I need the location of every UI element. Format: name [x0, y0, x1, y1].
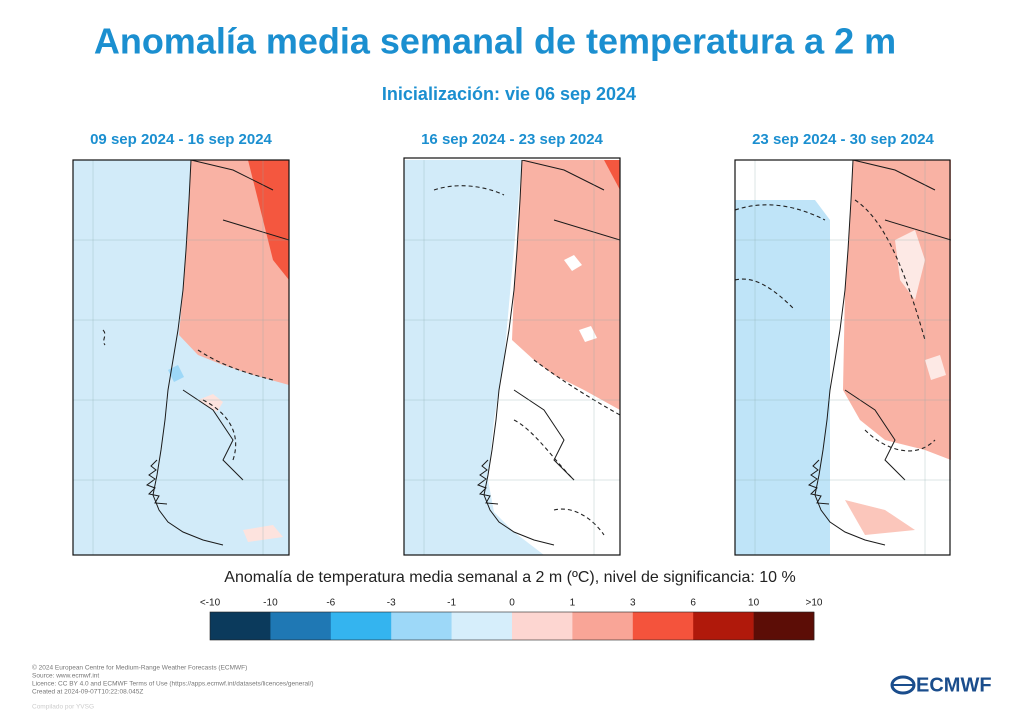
colorbar-segment	[512, 612, 573, 640]
colorbar-segment	[632, 612, 694, 640]
footer-line: Created at 2024-09-07T10:22:08.045Z	[32, 689, 143, 696]
colorbar-label: 10	[748, 598, 760, 609]
panel-frame	[734, 159, 951, 556]
panel-title: 09 sep 2024 - 16 sep 2024	[90, 131, 272, 148]
colorbar-segment	[391, 612, 452, 640]
colorbar-segment	[753, 612, 815, 640]
footer-line: © 2024 European Centre for Medium-Range …	[32, 664, 247, 672]
colorbar-label: -6	[326, 598, 335, 609]
colorbar-segment	[693, 612, 754, 640]
colorbar-segment	[270, 612, 332, 640]
logo: ECMWF	[890, 674, 992, 696]
colorbar-segment	[210, 612, 271, 640]
colorbar-segment	[451, 612, 513, 640]
footer-line: Source: www.ecmwf.int	[32, 673, 99, 680]
colorbar-label: -1	[447, 598, 456, 609]
colorbar-segment	[572, 612, 634, 640]
footer-line: Licence: CC BY 4.0 and ECMWF Terms of Us…	[32, 681, 314, 688]
colorbar-frame	[209, 611, 815, 641]
colorbar-label: 6	[690, 598, 696, 609]
map-panel	[404, 160, 620, 555]
colorbar-label: -10	[263, 598, 278, 609]
map-panel	[735, 160, 951, 555]
colorbar-label: >10	[806, 598, 823, 609]
legend-title: Anomalía de temperatura media semanal a …	[224, 569, 795, 586]
credit: Compilado por YVSG	[32, 704, 94, 711]
footer: © 2024 European Centre for Medium-Range …	[32, 664, 314, 711]
panel-frame	[403, 157, 621, 556]
panel-frame	[72, 159, 290, 556]
colorbar-label: 0	[509, 598, 515, 609]
colorbar-segment	[330, 612, 392, 640]
colorbar: <-10 -10 -6 -3 -1 0 1 3 6 10 >10	[200, 598, 823, 641]
title: Anomalía media semanal de temperatura a …	[94, 21, 896, 62]
colorbar-label: 1	[570, 598, 576, 609]
panel-title: 23 sep 2024 - 30 sep 2024	[752, 131, 934, 148]
colorbar-label: -3	[387, 598, 396, 609]
logo-text: ECMWF	[916, 674, 992, 696]
colorbar-label: 3	[630, 598, 636, 609]
colorbar-label: <-10	[200, 598, 221, 609]
subtitle: Inicialización: vie 06 sep 2024	[382, 84, 636, 104]
panel-title: 16 sep 2024 - 23 sep 2024	[421, 131, 603, 148]
map-panel	[73, 160, 289, 555]
